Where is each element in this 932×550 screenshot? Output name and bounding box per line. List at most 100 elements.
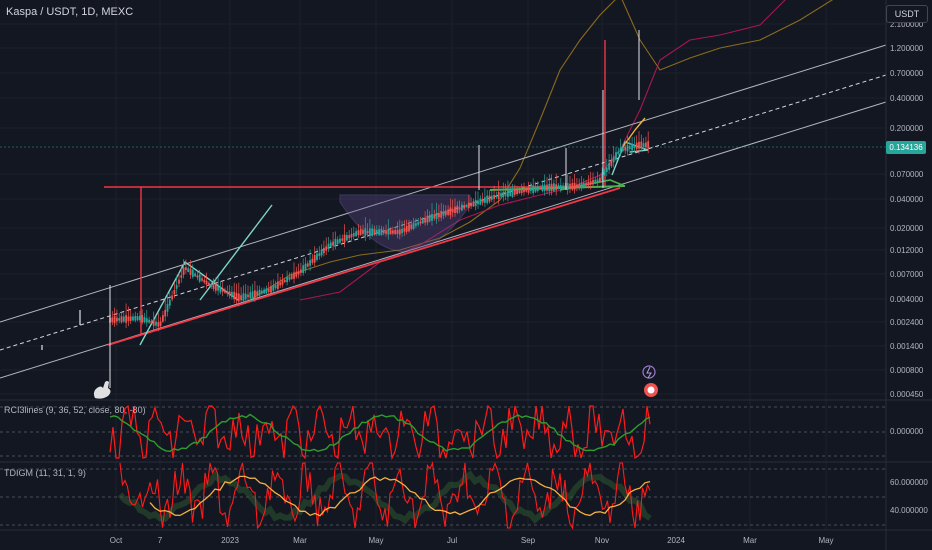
candle-body	[624, 146, 627, 151]
candle-body	[240, 295, 242, 301]
time-tick-label: 2023	[221, 536, 239, 545]
quote-currency-button[interactable]: USDT	[886, 5, 928, 23]
candle-body	[247, 294, 249, 298]
candle-body	[511, 188, 514, 197]
price-tick-label: 0.700000	[890, 69, 924, 78]
candle-body	[573, 182, 576, 190]
candle-body	[139, 315, 141, 321]
candle-body	[484, 197, 486, 203]
candle-body	[463, 205, 466, 209]
price-axis[interactable]: 2.100000 1.200000 0.700000 0.400000 0.200000…	[890, 20, 924, 399]
candle-body	[587, 181, 590, 186]
candle-body	[265, 288, 268, 294]
candle-body	[254, 290, 256, 298]
candle-body	[638, 141, 640, 149]
price-tick-label: 0.020000	[890, 224, 924, 233]
candle-body	[304, 263, 307, 271]
candle-body	[272, 285, 275, 291]
candle-body	[394, 230, 397, 234]
candle-body	[157, 322, 160, 327]
candle-body	[168, 299, 171, 306]
candle-body	[164, 309, 167, 317]
candle-body	[474, 199, 477, 207]
candle-body	[191, 269, 194, 277]
time-tick-label: 2024	[667, 536, 685, 545]
candle-body	[369, 228, 371, 236]
price-tick-label: 0.004000	[890, 295, 924, 304]
dino-icon	[93, 381, 111, 399]
candle-body	[329, 242, 332, 247]
candle-body	[129, 316, 132, 321]
candle-body	[251, 291, 254, 298]
candle-body	[327, 243, 330, 249]
candle-body	[408, 224, 410, 232]
candle-body	[143, 317, 146, 322]
time-tick-label: 7	[158, 536, 163, 545]
rci-indicator-label[interactable]: RCI3lines (9, 36, 52, close, 80, -80)	[4, 405, 146, 415]
candle-body	[490, 195, 493, 200]
candle-body	[194, 273, 196, 277]
candle-body	[118, 318, 121, 321]
candle-body	[415, 223, 417, 226]
candle-body	[352, 233, 355, 237]
candle-body	[111, 317, 114, 323]
candle-body	[645, 142, 647, 148]
candle-body	[258, 289, 261, 296]
candle-body	[431, 213, 433, 221]
candle-body	[424, 217, 426, 223]
time-tick-label: Mar	[293, 536, 307, 545]
candle-body	[396, 230, 399, 234]
candle-body	[594, 179, 597, 184]
tdi-ytick-60: 60.000000	[890, 478, 928, 487]
candle-body	[263, 289, 265, 294]
candle-body	[332, 241, 334, 246]
time-tick-label: Sep	[521, 536, 536, 545]
candle-body	[488, 195, 491, 202]
candle-body	[553, 183, 555, 192]
candle-body	[504, 192, 507, 196]
candle-body	[596, 179, 599, 182]
candle-body	[477, 200, 479, 205]
tdi-signal-line	[149, 475, 651, 517]
candle-body	[454, 206, 456, 214]
candle-body	[518, 190, 521, 194]
candle-body	[398, 229, 401, 235]
candle-body	[120, 316, 123, 323]
candle-body	[493, 195, 495, 199]
candle-body	[341, 238, 344, 241]
candle-body	[557, 185, 560, 189]
candle-body	[288, 277, 291, 280]
candle-body	[371, 228, 374, 236]
candle-body	[145, 318, 148, 323]
candle-body	[633, 144, 636, 148]
candle-body	[458, 207, 461, 210]
candle-body	[318, 253, 321, 257]
candle-body	[297, 271, 300, 275]
candle-body	[578, 184, 581, 188]
candle-body	[113, 316, 116, 324]
candle-body	[313, 255, 316, 263]
candle-body	[116, 317, 118, 322]
candle-body	[182, 267, 185, 275]
candle-body	[122, 316, 125, 322]
candle-body	[311, 258, 314, 263]
time-axis[interactable]: Oct 7 2023 Mar May Jul Sep Nov 2024 Mar May	[110, 536, 834, 545]
tdi-indicator-label[interactable]: TDIGM (11, 31, 1, 9)	[4, 468, 86, 478]
candle-body	[198, 274, 201, 282]
candle-body	[152, 319, 155, 326]
candle-body	[224, 290, 226, 293]
candle-body	[419, 221, 422, 224]
candle-body	[392, 230, 394, 234]
candle-body	[366, 230, 369, 234]
candle-body	[527, 187, 530, 193]
candle-body	[571, 183, 574, 190]
rci-ytick: 0.000000	[890, 427, 924, 436]
candle-body	[260, 290, 263, 294]
symbol-header[interactable]: Kaspa / USDT, 1D, MEXC	[6, 6, 134, 18]
candle-body	[357, 230, 360, 236]
candle-body	[346, 235, 348, 241]
candle-body	[559, 185, 562, 189]
current-price-label: 0.134136	[886, 141, 926, 154]
candle-body	[525, 189, 528, 192]
candle-body	[580, 182, 583, 189]
